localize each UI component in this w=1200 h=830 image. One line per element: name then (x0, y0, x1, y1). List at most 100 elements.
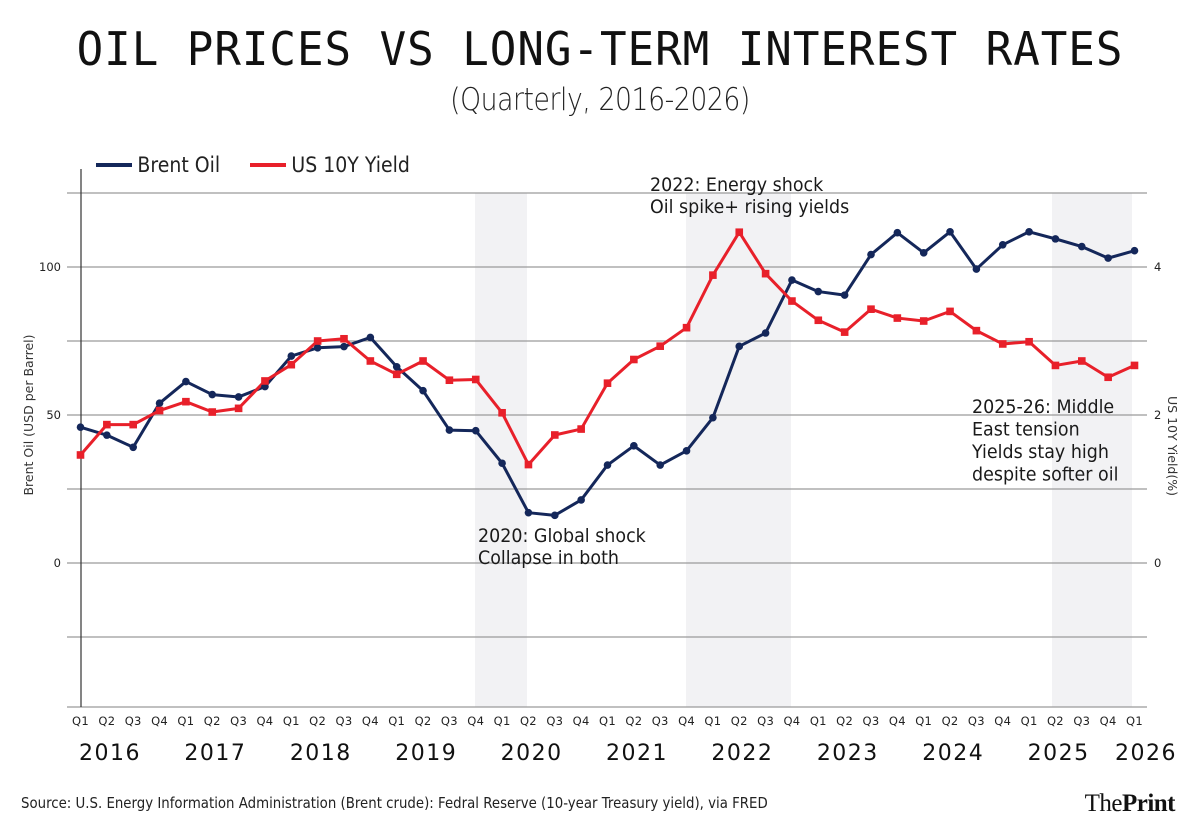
data-point-brent-oil (208, 390, 217, 399)
chart-title: OIL PRICES VS LONG-TERM INTEREST RATES (76, 22, 1124, 76)
x-tick-label: Q3 (863, 714, 880, 728)
year-label: 2021 (606, 741, 668, 766)
data-point-us-10y-yield (1104, 373, 1112, 382)
y2-tick-label: 0 (1154, 556, 1161, 570)
data-point-brent-oil (287, 352, 296, 360)
data-point-us-10y-yield (155, 406, 164, 415)
data-point-brent-oil (551, 511, 559, 520)
data-point-us-10y-yield (313, 337, 322, 345)
annotation-text: Oil spike+ rising yields (650, 196, 849, 218)
x-tick-label: Q1 (810, 714, 827, 728)
x-axis-labels: Q1 Q2 Q3 Q4 Q1 Q2 Q3 Q4 Q1 Q2 Q3 Q4 Q1 Q2 Q3 Q4 Q1 Q2 Q3 Q4… (72, 714, 1175, 766)
x-tick-label: Q2 (415, 714, 432, 728)
data-point-brent-oil (498, 459, 506, 468)
annotation-text: Yields stay high (971, 441, 1109, 463)
shaded-band-2020 (475, 193, 527, 707)
data-point-brent-oil (76, 423, 85, 431)
data-point-brent-oil (603, 461, 612, 469)
x-tick-label: Q2 (1047, 714, 1064, 728)
data-point-us-10y-yield (129, 420, 137, 429)
x-tick-label: Q1 (1021, 714, 1038, 728)
x-tick-label: Q2 (625, 714, 642, 728)
year-label: 2016 (79, 741, 141, 766)
data-point-us-10y-yield (287, 360, 296, 369)
year-label: 2018 (290, 741, 352, 766)
data-point-brent-oil (946, 227, 954, 236)
legend-item-yield: US 10Y Yield (249, 153, 410, 177)
data-point-us-10y-yield (1051, 361, 1060, 370)
y2-tick-label: 2 (1154, 408, 1161, 422)
year-label: 2022 (711, 741, 773, 766)
x-tick-label: Q2 (731, 714, 748, 728)
data-point-us-10y-yield (471, 375, 480, 384)
left-axis-label: Brent Oil (USD per Barrel) (21, 334, 36, 495)
data-point-brent-oil (182, 377, 190, 386)
data-point-us-10y-yield (1078, 357, 1086, 365)
data-point-brent-oil (1051, 235, 1060, 243)
data-point-brent-oil (919, 248, 928, 257)
x-tick-label: Q4 (994, 714, 1011, 728)
data-point-us-10y-yield (919, 317, 928, 325)
x-tick-label: Q1 (283, 714, 300, 728)
data-point-brent-oil (577, 496, 585, 504)
x-tick-label: Q2 (204, 714, 221, 728)
x-tick-label: Q1 (72, 714, 89, 728)
shaded-periods (475, 193, 1132, 707)
data-point-brent-oil (735, 342, 744, 351)
data-point-us-10y-yield (445, 376, 454, 385)
data-point-us-10y-yield (76, 451, 85, 459)
data-point-us-10y-yield (656, 342, 664, 350)
data-point-brent-oil (103, 431, 111, 439)
gridlines (67, 192, 1147, 708)
x-tick-label: Q1 (915, 714, 932, 728)
data-point-brent-oil (1130, 246, 1139, 255)
data-point-us-10y-yield (998, 340, 1007, 348)
legend-item-brent: Brent Oil (96, 153, 220, 177)
data-point-us-10y-yield (261, 377, 269, 385)
x-tick-label: Q3 (441, 714, 458, 728)
data-point-us-10y-yield (603, 379, 612, 387)
data-point-brent-oil (867, 250, 875, 259)
publisher-logo: ThePrint (1085, 790, 1176, 818)
data-point-us-10y-yield (419, 357, 427, 365)
source-note: Source: U.S. Energy Information Administ… (21, 794, 768, 812)
annotation-text: Collapse in both (478, 547, 619, 569)
data-point-us-10y-yield (103, 420, 111, 429)
data-point-brent-oil (972, 265, 981, 273)
data-point-us-10y-yield (709, 271, 717, 279)
data-point-us-10y-yield (208, 408, 217, 416)
data-point-brent-oil (471, 426, 480, 435)
y-tick-label: 100 (39, 260, 61, 274)
legend-swatch-brent (96, 163, 132, 167)
chart-subtitle: (Quarterly, 2016-2026) (450, 82, 750, 118)
x-tick-label: Q1 (599, 714, 616, 728)
data-point-brent-oil (840, 291, 849, 299)
data-point-us-10y-yield (498, 408, 506, 417)
data-point-brent-oil (1078, 242, 1086, 251)
axis-ticks: 0 50 100 0 2 4 (39, 260, 1161, 570)
data-point-brent-oil (709, 413, 717, 422)
x-tick-label: Q2 (98, 714, 115, 728)
x-tick-label: Q3 (230, 714, 247, 728)
data-point-brent-oil (524, 508, 533, 517)
legend-label-yield: US 10Y Yield (291, 153, 410, 177)
data-point-brent-oil (340, 342, 348, 351)
data-point-brent-oil (630, 441, 638, 450)
x-tick-label: Q4 (1100, 714, 1117, 728)
data-point-brent-oil (419, 386, 427, 395)
x-tick-label: Q3 (757, 714, 774, 728)
data-point-us-10y-yield (366, 357, 375, 365)
data-point-brent-oil (814, 287, 823, 296)
data-point-brent-oil (1025, 227, 1033, 236)
x-tick-label: Q3 (125, 714, 142, 728)
annotation-text: despite softer oil (972, 464, 1118, 486)
x-tick-label: Q2 (520, 714, 537, 728)
data-point-brent-oil (445, 426, 454, 434)
x-tick-label: Q4 (467, 714, 484, 728)
year-label: 2017 (184, 741, 246, 766)
annotation-text: East tension (972, 419, 1080, 441)
x-tick-label: Q1 (494, 714, 511, 728)
x-tick-label: Q4 (256, 714, 273, 728)
data-point-brent-oil (1104, 254, 1112, 262)
